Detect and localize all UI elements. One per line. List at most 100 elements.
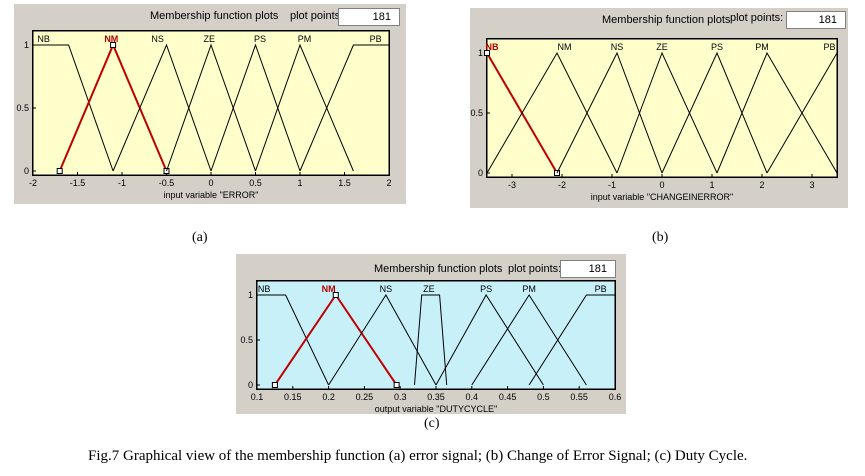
x-tick-label-b: 2 [759, 180, 764, 190]
x-tick-label-a: 0 [208, 178, 213, 188]
mf-line-a-pm [255, 43, 354, 172]
mf-line-c-ps [435, 294, 544, 386]
mf-line-c-pb [528, 294, 615, 386]
panel-b-plot-points-input[interactable]: 181 [786, 11, 846, 29]
mf-vertex-marker-a [56, 168, 63, 174]
mf-line-b-ps [661, 51, 768, 174]
mf-label-a-nm: NM [104, 34, 118, 44]
x-tick-label-a: -1 [118, 178, 126, 188]
mf-label-c-ns: NS [380, 284, 393, 294]
mf-vertex-marker-a [110, 42, 117, 48]
y-tick-label-b: 0.5 [470, 108, 483, 118]
x-axis-label-c: output variable "DUTYCYCLE" [375, 404, 497, 414]
y-tick-label-b: 0 [478, 168, 483, 178]
mf-vertex-marker-c [393, 382, 400, 388]
mf-line-b-pb [766, 52, 838, 174]
x-tick-label-a: 0.5 [249, 178, 262, 188]
x-tick-label-a: -2 [29, 178, 37, 188]
mf-vertex-marker-c [332, 292, 339, 298]
mf-label-a-ze: ZE [203, 34, 215, 44]
mf-line-c-pm [471, 294, 587, 386]
mf-label-c-ze: ZE [423, 284, 435, 294]
mf-label-b-pm: PM [755, 42, 769, 52]
mf-label-a-pm: PM [298, 34, 312, 44]
x-tick-label-c: 0.2 [322, 392, 335, 402]
mf-line-a-ns [112, 43, 212, 172]
mf-line-c-ns [328, 294, 437, 386]
x-tick-label-c: 0.45 [499, 392, 517, 402]
x-tick-label-a: 1.5 [338, 178, 351, 188]
plot-background-a [32, 30, 390, 176]
panel-c-title: Membership function plots [374, 263, 503, 275]
mf-vertex-marker-c [271, 382, 278, 388]
subplot-label-c: (c) [424, 416, 440, 431]
mf-label-c-pb: PB [595, 284, 607, 294]
x-tick-label-b: 0 [659, 180, 664, 190]
mf-label-a-nb: NB [37, 34, 50, 44]
mf-label-b-nm: NM [558, 42, 572, 52]
panel-a-plot-points-label: plot points: [290, 10, 344, 22]
mf-label-c-ps: PS [480, 284, 492, 294]
mf-line-b-ns [556, 51, 663, 174]
plot-background-c [256, 280, 616, 390]
mf-label-b-ze: ZE [656, 42, 668, 52]
x-tick-label-b: 1 [709, 180, 714, 190]
y-tick-label-c: 0 [248, 380, 253, 390]
mf-label-c-nb: NB [258, 284, 271, 294]
panel-c-plot-points-label: plot points: [508, 263, 562, 275]
mf-line-b-pm [716, 51, 838, 174]
y-tick-label-a: 0 [24, 166, 29, 176]
mf-line-c-ze [414, 294, 448, 386]
x-tick-label-c: 0.6 [609, 392, 622, 402]
y-tick-label-b: 1 [478, 48, 483, 58]
mf-label-c-pm: PM [522, 284, 536, 294]
x-tick-label-c: 0.25 [356, 392, 374, 402]
subplot-label-b: (b) [652, 230, 669, 245]
panel-a-title: Membership function plots [150, 10, 279, 22]
x-tick-label-c: 0.5 [537, 392, 550, 402]
mf-vertex-marker-b [484, 50, 490, 56]
mf-line-a-pb [299, 44, 389, 172]
x-tick-label-a: -1.5 [70, 178, 86, 188]
subplot-label-a: (a) [192, 230, 208, 245]
mf-label-a-ns: NS [151, 34, 164, 44]
x-tick-label-c: 0.55 [570, 392, 588, 402]
y-tick-label-a: 0.5 [16, 103, 29, 113]
mf-line-a-ze [166, 43, 256, 172]
y-tick-label-c: 1 [248, 290, 253, 300]
x-tick-label-c: 0.15 [284, 392, 302, 402]
mf-label-b-nb: NB [486, 42, 499, 52]
mf-line-a-ps [210, 43, 301, 172]
x-tick-label-a: 2 [386, 178, 391, 188]
mf-label-c-nm: NM [322, 284, 336, 294]
mf-label-a-ps: PS [254, 34, 266, 44]
mf-label-b-ps: PS [711, 42, 723, 52]
x-axis-label-a: input variable "ERROR" [164, 190, 259, 200]
mf-label-a-pb: PB [370, 34, 382, 44]
mf-line-c-nb [257, 294, 330, 386]
x-tick-label-b: 3 [809, 180, 814, 190]
panel-a-plot-points-input[interactable]: 181 [338, 8, 400, 26]
mf-line-b-nm [486, 51, 618, 174]
figure-caption: Fig.7 Graphical view of the membership f… [88, 448, 748, 464]
x-tick-label-b: -2 [558, 180, 566, 190]
x-tick-label-a: 1 [297, 178, 302, 188]
mf-label-b-ns: NS [611, 42, 624, 52]
x-tick-label-c: 0.1 [251, 392, 264, 402]
panel-b-plot-points-label: plot points: [730, 12, 784, 24]
x-tick-label-c: 0.3 [394, 392, 407, 402]
x-tick-label-c: 0.4 [466, 392, 479, 402]
y-tick-label-a: 1 [24, 40, 29, 50]
mf-label-b-pb: PB [823, 42, 835, 52]
panel-c-plot-points-input[interactable]: 181 [560, 260, 616, 278]
mf-line-b-ze [616, 51, 718, 174]
x-tick-label-b: -3 [508, 180, 516, 190]
x-tick-label-b: -1 [608, 180, 616, 190]
panel-b-title: Membership function plots [602, 14, 731, 26]
x-axis-label-b: input variable "CHANGEINERROR" [591, 192, 733, 202]
y-tick-label-c: 0.5 [240, 335, 253, 345]
mf-line-a-nb [33, 44, 114, 172]
